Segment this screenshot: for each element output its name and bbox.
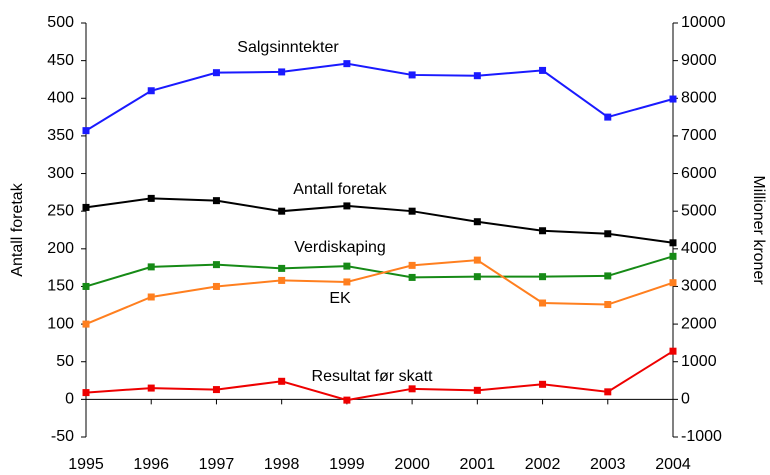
series-line [85, 350, 674, 402]
data-point [604, 301, 612, 309]
data-point [82, 282, 90, 290]
x-tick-label: 1996 [133, 456, 169, 473]
data-point [147, 384, 155, 392]
data-point [408, 207, 416, 215]
series-label: Salgsinntekter [237, 39, 339, 56]
data-point [343, 202, 351, 210]
data-point [147, 194, 155, 202]
data-point [278, 264, 286, 272]
data-point [343, 60, 351, 68]
y-tick-label: 350 [47, 127, 74, 144]
series-line [85, 255, 674, 288]
y-tick-label: 0 [65, 391, 74, 408]
series-label: Antall foretak [293, 181, 387, 198]
data-point [408, 71, 416, 79]
data-point [669, 279, 677, 287]
data-point [473, 386, 481, 394]
data-point [278, 377, 286, 385]
y2-tick-label: 3000 [681, 278, 717, 295]
series-label: EK [329, 290, 351, 307]
series-line [85, 259, 674, 326]
data-point [278, 68, 286, 76]
y2-tick-label: 0 [681, 391, 690, 408]
data-point [539, 273, 547, 281]
data-point [408, 261, 416, 269]
data-point [82, 127, 90, 135]
y-tick-label: -50 [51, 428, 74, 445]
x-tick-label: 2001 [460, 456, 496, 473]
y-tick-label: 200 [47, 240, 74, 257]
y-tick-label: 300 [47, 165, 74, 182]
data-point [82, 320, 90, 328]
data-point [82, 203, 90, 211]
data-point [212, 261, 220, 269]
x-tick-label: 1999 [329, 456, 365, 473]
data-point [669, 252, 677, 260]
data-point [604, 230, 612, 238]
data-point [669, 239, 677, 247]
y2-tick-label: 6000 [681, 165, 717, 182]
series-label: Verdiskaping [294, 239, 386, 256]
data-point [604, 113, 612, 121]
data-point [212, 282, 220, 290]
y2-tick-label: 4000 [681, 240, 717, 257]
data-point [343, 396, 351, 404]
data-point [473, 72, 481, 80]
data-point [669, 95, 677, 103]
x-tick-label: 1998 [264, 456, 300, 473]
x-tick-label: 2002 [525, 456, 561, 473]
data-point [408, 385, 416, 393]
y2-tick-label: 7000 [681, 127, 717, 144]
x-tick-label: 1995 [68, 456, 104, 473]
data-point [278, 207, 286, 215]
y2-axis-label: Millioner kroner [750, 175, 767, 285]
x-tick-label: 1997 [199, 456, 235, 473]
y2-tick-label: 2000 [681, 315, 717, 332]
data-point [147, 87, 155, 95]
y-tick-label: 400 [47, 89, 74, 106]
series-line [85, 197, 674, 244]
data-point [147, 293, 155, 301]
y-axis-label: Antall foretak [9, 182, 26, 276]
y-tick-label: 500 [47, 14, 74, 31]
data-point [343, 262, 351, 270]
y2-tick-label: 1000 [681, 353, 717, 370]
y-tick-label: 250 [47, 202, 74, 219]
y-tick-label: 50 [56, 353, 74, 370]
data-point [212, 386, 220, 394]
data-point [473, 218, 481, 226]
data-point [82, 389, 90, 397]
series-line [85, 62, 674, 132]
data-point [539, 66, 547, 74]
y2-tick-label: 9000 [681, 52, 717, 69]
data-point [408, 273, 416, 281]
series-label: Resultat før skatt [312, 368, 433, 385]
y-tick-label: 100 [47, 315, 74, 332]
data-point [212, 197, 220, 205]
data-point [473, 273, 481, 281]
y-tick-label: 150 [47, 278, 74, 295]
data-point [539, 380, 547, 388]
x-tick-label: 2003 [590, 456, 626, 473]
y2-tick-label: 8000 [681, 89, 717, 106]
x-tick-label: 2000 [394, 456, 430, 473]
data-point [604, 272, 612, 280]
y2-tick-label: -1000 [681, 428, 722, 445]
data-point [343, 278, 351, 286]
data-point [147, 263, 155, 271]
data-point [604, 388, 612, 396]
data-point [473, 256, 481, 264]
data-point [539, 227, 547, 235]
y2-tick-label: 10000 [681, 14, 726, 31]
data-point [669, 347, 677, 355]
data-point [212, 69, 220, 77]
y2-tick-label: 5000 [681, 202, 717, 219]
x-tick-label: 2004 [655, 456, 691, 473]
y-tick-label: 450 [47, 52, 74, 69]
data-point [278, 276, 286, 284]
data-point [539, 299, 547, 307]
